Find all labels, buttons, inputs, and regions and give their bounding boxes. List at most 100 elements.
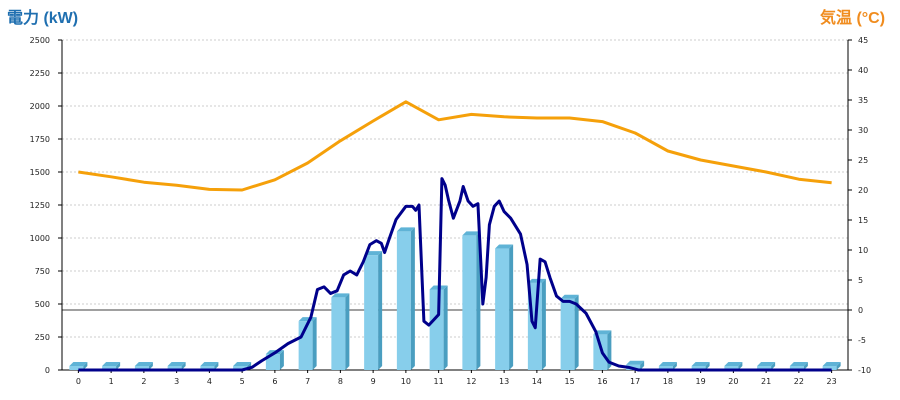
power-bar-side <box>279 350 284 370</box>
power-bar-side <box>672 362 677 370</box>
power-bar <box>102 362 121 370</box>
power-bar-side <box>116 362 121 370</box>
power-bar-front <box>233 366 248 370</box>
power-bar <box>167 362 186 370</box>
power-bars <box>69 227 841 370</box>
x-tick-label: 9 <box>371 377 376 386</box>
power-bar <box>495 244 514 370</box>
power-bar-top <box>527 278 546 283</box>
x-tick-label: 14 <box>532 377 542 386</box>
power-bar-top <box>298 317 317 322</box>
power-bar-front <box>757 366 772 370</box>
power-bar-front <box>200 366 215 370</box>
left-tick-label: 250 <box>35 333 50 342</box>
right-tick-label: 0 <box>858 306 863 315</box>
power-bar-top <box>134 362 153 366</box>
power-bar-top <box>822 362 841 366</box>
right-tick-label: -10 <box>858 366 871 375</box>
right-tick-label: -5 <box>858 336 866 345</box>
x-tick-label: 10 <box>401 377 411 386</box>
power-bar-top <box>757 362 776 366</box>
x-tick-label: 8 <box>338 377 343 386</box>
power-bar-front <box>822 366 837 370</box>
power-bar-front <box>495 248 510 370</box>
power-line <box>78 177 832 372</box>
tick-labels: 02505007501000125015001750200022502500-1… <box>30 36 871 386</box>
x-tick-label: 23 <box>827 377 837 386</box>
power-bar-front <box>691 366 706 370</box>
power-bar-side <box>443 285 448 370</box>
left-tick-label: 2000 <box>30 102 50 111</box>
x-tick-label: 17 <box>630 377 640 386</box>
x-tick-label: 15 <box>565 377 575 386</box>
power-bar-side <box>378 251 383 370</box>
power-bar-front <box>167 366 182 370</box>
power-bar-top <box>167 362 186 366</box>
power-bar-side <box>574 294 579 370</box>
power-bar-front <box>593 334 608 370</box>
power-bar-top <box>102 362 121 366</box>
power-bar-top <box>233 362 252 366</box>
power-bar <box>462 231 481 370</box>
power-bar <box>658 362 677 370</box>
x-tick-label: 22 <box>794 377 804 386</box>
right-tick-label: 20 <box>858 186 868 195</box>
x-tick-label: 5 <box>240 377 245 386</box>
power-bar-front <box>560 298 575 370</box>
x-tick-label: 1 <box>109 377 114 386</box>
power-bar-side <box>148 362 153 370</box>
power-bar <box>265 350 284 370</box>
power-bar-front <box>331 297 346 370</box>
power-bar-side <box>410 227 415 370</box>
series-lines <box>78 100 832 372</box>
power-bar <box>134 362 153 370</box>
power-bar-top <box>724 362 743 366</box>
power-bar-side <box>476 231 481 370</box>
power-bar <box>691 362 710 370</box>
right-tick-label: 45 <box>858 36 868 45</box>
power-bar-top <box>331 293 350 298</box>
power-bar-top <box>626 360 645 365</box>
right-tick-label: 25 <box>858 156 868 165</box>
x-tick-label: 19 <box>696 377 706 386</box>
power-bar-side <box>541 278 546 370</box>
axes <box>58 39 852 373</box>
power-bar <box>200 362 219 370</box>
right-tick-label: 30 <box>858 126 868 135</box>
power-bar-side <box>836 362 841 370</box>
power-bar-side <box>640 360 645 370</box>
power-bar-front <box>789 366 804 370</box>
power-bar-front <box>102 366 117 370</box>
power-bar <box>789 362 808 370</box>
left-tick-label: 2500 <box>30 36 50 45</box>
power-bar-top <box>560 294 579 299</box>
power-bar <box>364 251 383 370</box>
left-tick-label: 2250 <box>30 69 50 78</box>
power-bar-top <box>200 362 219 366</box>
right-tick-label: 40 <box>858 66 868 75</box>
power-bar-side <box>803 362 808 370</box>
left-tick-label: 1500 <box>30 168 50 177</box>
left-tick-label: 1250 <box>30 201 50 210</box>
grid-lines <box>62 39 848 338</box>
x-tick-label: 7 <box>305 377 310 386</box>
right-tick-label: 35 <box>858 96 868 105</box>
x-tick-label: 18 <box>663 377 673 386</box>
power-bar <box>69 362 88 370</box>
x-tick-label: 11 <box>434 377 444 386</box>
power-bar-top <box>364 251 383 256</box>
power-bar <box>560 294 579 370</box>
power-bar-front <box>364 255 379 370</box>
x-tick-label: 12 <box>466 377 476 386</box>
power-bar-top <box>658 362 677 366</box>
power-bar-side <box>345 293 350 370</box>
temperature-line <box>78 100 832 192</box>
power-bar <box>757 362 776 370</box>
power-bar-front <box>134 366 149 370</box>
left-tick-label: 750 <box>35 267 50 276</box>
left-tick-label: 1750 <box>30 135 50 144</box>
power-bar-side <box>83 362 88 370</box>
power-bar-front <box>69 366 84 370</box>
x-tick-label: 6 <box>272 377 277 386</box>
